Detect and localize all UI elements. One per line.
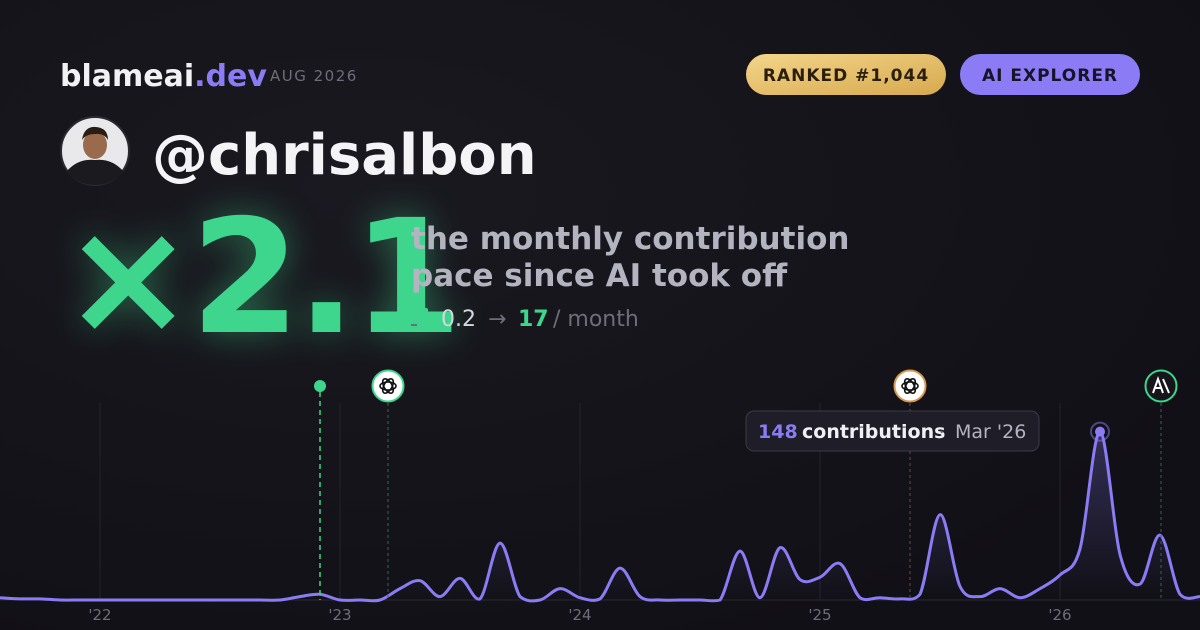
tooltip-date: Mar '26 [955,421,1026,443]
chart: '22 '23 '24 '25 '26 [0,403,1200,624]
brand-tld: .dev [194,59,267,94]
tooltip-value: 148 [758,421,798,443]
period: AUG 2026 [270,67,358,85]
description-line: pace since AI took off [411,258,788,294]
x-tick-label: '25 [808,606,831,624]
x-tick-label: '22 [88,606,111,624]
highlight-point [1095,426,1105,437]
x-tick-label: '24 [568,606,591,624]
area [0,431,1200,601]
tooltip-box [745,410,1040,452]
pace-arrow: → [488,307,506,332]
brand-name: blameai [60,59,194,94]
handle: @chrisalbon [152,123,537,188]
x-tick-label: '26 [1048,606,1071,624]
rank-text: RANKED #1,044 [763,66,929,86]
tooltip-separator: · [939,423,944,443]
multiplier: ×2.1 [62,186,458,370]
rank-badge [746,54,946,95]
event-markers [314,369,1178,600]
x-tick-label: '23 [328,606,351,624]
highlight-ring [1090,421,1110,442]
tier-badge [960,54,1140,95]
tooltip: 148 contributions · Mar '26 [745,410,1040,452]
tier-text: AI EXPLORER [982,66,1118,86]
line [0,430,1200,603]
pace-unit: / month [553,307,639,332]
pace-after: 17 [518,307,549,332]
pace-icon [411,308,428,326]
brand: blameai.dev [60,59,267,94]
tooltip-label: contributions [802,421,945,443]
avatar [60,116,130,186]
pace-before: 0.2 [441,307,476,332]
description-line: the monthly contribution [411,221,849,257]
